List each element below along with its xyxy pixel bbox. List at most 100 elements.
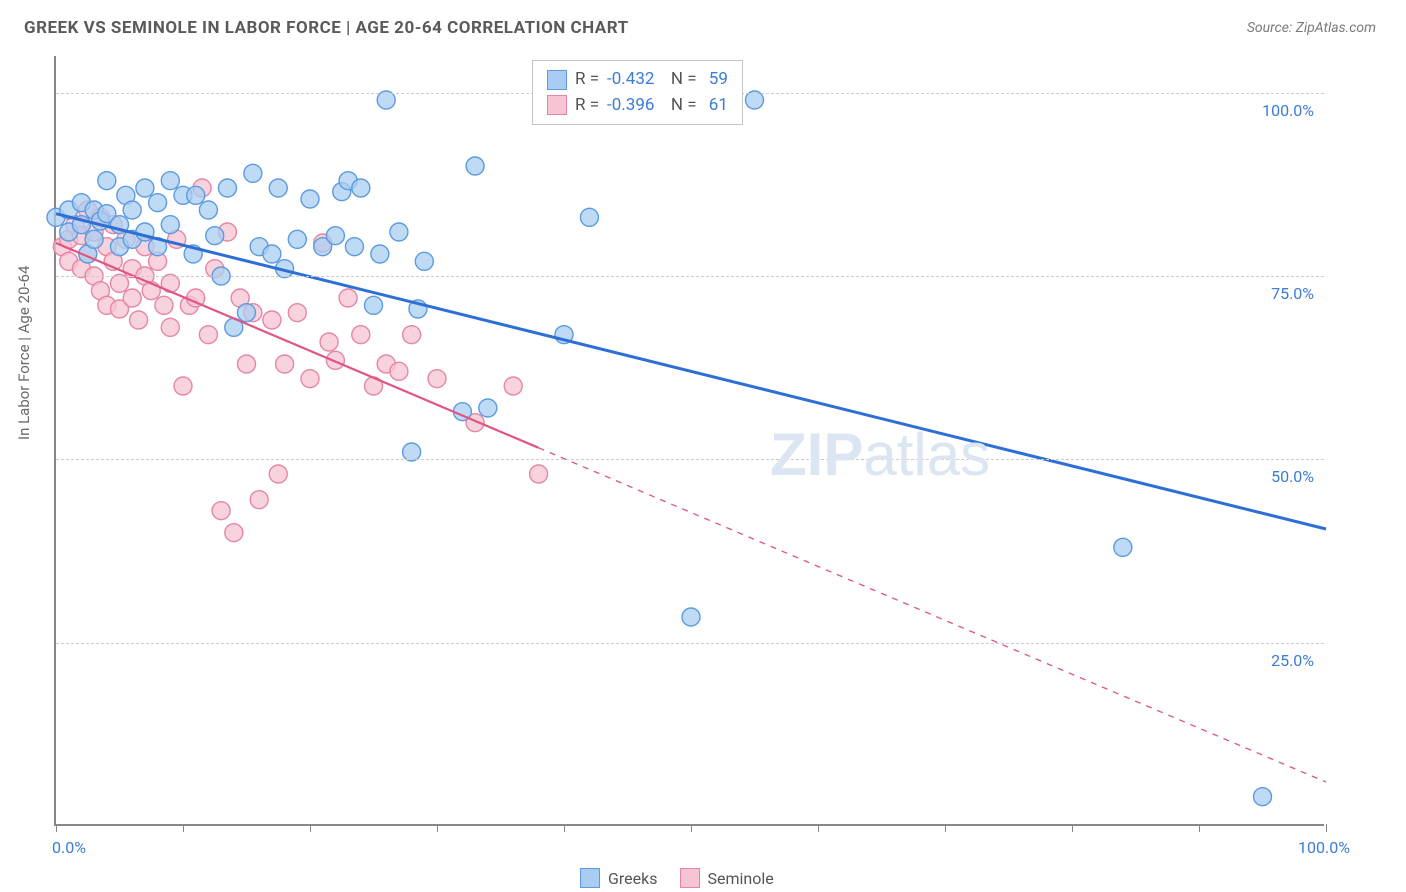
data-point	[428, 370, 446, 388]
data-point	[269, 179, 287, 197]
data-point	[263, 311, 281, 329]
data-point	[238, 304, 256, 322]
data-point	[377, 91, 395, 109]
xtick	[1072, 824, 1073, 832]
data-point	[288, 230, 306, 248]
data-point	[123, 289, 141, 307]
y-axis-label: In Labor Force | Age 20-64	[15, 266, 33, 440]
data-point	[580, 208, 598, 226]
data-point	[111, 274, 129, 292]
data-point	[352, 326, 370, 344]
data-point	[403, 443, 421, 461]
source-attribution: Source: ZipAtlas.com	[1247, 20, 1376, 36]
xtick	[691, 824, 692, 832]
seminole-n-value: 61	[705, 93, 728, 119]
data-point	[123, 201, 141, 219]
ytick-label: 25.0%	[1271, 651, 1314, 670]
ytick-label: 50.0%	[1271, 467, 1314, 486]
chart-title: GREEK VS SEMINOLE IN LABOR FORCE | AGE 2…	[24, 18, 629, 38]
data-point	[161, 216, 179, 234]
data-point	[187, 186, 205, 204]
data-point	[301, 370, 319, 388]
greeks-label: Greeks	[608, 869, 658, 888]
seminole-label: Seminole	[708, 869, 774, 888]
xtick	[310, 824, 311, 832]
data-point	[250, 491, 268, 509]
data-point	[390, 362, 408, 380]
data-point	[339, 289, 357, 307]
gridline	[56, 643, 1324, 644]
data-point	[326, 227, 344, 245]
legend-row-greeks: R = -0.432 N = 59	[547, 67, 728, 93]
data-point	[415, 252, 433, 270]
data-point	[174, 377, 192, 395]
data-point	[288, 304, 306, 322]
xtick	[1199, 824, 1200, 832]
data-point	[320, 333, 338, 351]
seminole-swatch	[680, 868, 700, 888]
data-point	[244, 164, 262, 182]
bottom-legend: Greeks Seminole	[580, 868, 774, 888]
data-point	[225, 524, 243, 542]
ytick-label: 75.0%	[1271, 284, 1314, 303]
data-point	[403, 326, 421, 344]
data-point	[365, 296, 383, 314]
greeks-r-value: -0.432	[607, 67, 654, 93]
data-point	[218, 179, 236, 197]
data-point	[504, 377, 522, 395]
data-point	[85, 230, 103, 248]
chart-plot-area: 25.0%50.0%75.0%100.0%0.0%100.0%	[54, 56, 1324, 826]
data-point	[390, 223, 408, 241]
data-point	[479, 399, 497, 417]
greeks-n-value: 59	[705, 67, 728, 93]
xtick	[945, 824, 946, 832]
seminole-r-value: -0.396	[607, 93, 654, 119]
r-label: R =	[575, 93, 599, 119]
xtick-label-min: 0.0%	[52, 838, 86, 857]
legend-greeks: Greeks	[580, 868, 658, 888]
data-point	[345, 238, 363, 256]
n-label: N =	[662, 67, 696, 93]
gridline	[56, 276, 1324, 277]
data-point	[212, 502, 230, 520]
data-point	[149, 194, 167, 212]
data-point	[276, 355, 294, 373]
xtick	[437, 824, 438, 832]
data-point	[1114, 538, 1132, 556]
chart-svg	[56, 56, 1324, 824]
trend-line	[539, 448, 1326, 782]
greeks-swatch-icon	[547, 70, 567, 90]
xtick	[183, 824, 184, 832]
xtick-label-max: 100.0%	[1298, 838, 1350, 857]
data-point	[206, 227, 224, 245]
data-point	[161, 318, 179, 336]
data-point	[682, 608, 700, 626]
data-point	[352, 179, 370, 197]
data-point	[199, 201, 217, 219]
xtick	[1326, 824, 1327, 832]
xtick	[56, 824, 57, 832]
data-point	[136, 179, 154, 197]
data-point	[155, 296, 173, 314]
data-point	[326, 351, 344, 369]
data-point	[238, 355, 256, 373]
data-point	[263, 245, 281, 263]
n-label: N =	[662, 93, 696, 119]
xtick	[564, 824, 565, 832]
data-point	[301, 190, 319, 208]
seminole-swatch-icon	[547, 95, 567, 115]
r-label: R =	[575, 67, 599, 93]
ytick-label: 100.0%	[1262, 101, 1314, 120]
data-point	[530, 465, 548, 483]
correlation-legend: R = -0.432 N = 59 R = -0.396 N = 61	[532, 60, 743, 125]
xtick	[818, 824, 819, 832]
greeks-swatch	[580, 868, 600, 888]
legend-row-seminole: R = -0.396 N = 61	[547, 93, 728, 119]
data-point	[161, 172, 179, 190]
data-point	[269, 465, 287, 483]
data-point	[199, 326, 217, 344]
data-point	[130, 311, 148, 329]
data-point	[746, 91, 764, 109]
data-point	[371, 245, 389, 263]
data-point	[1254, 788, 1272, 806]
